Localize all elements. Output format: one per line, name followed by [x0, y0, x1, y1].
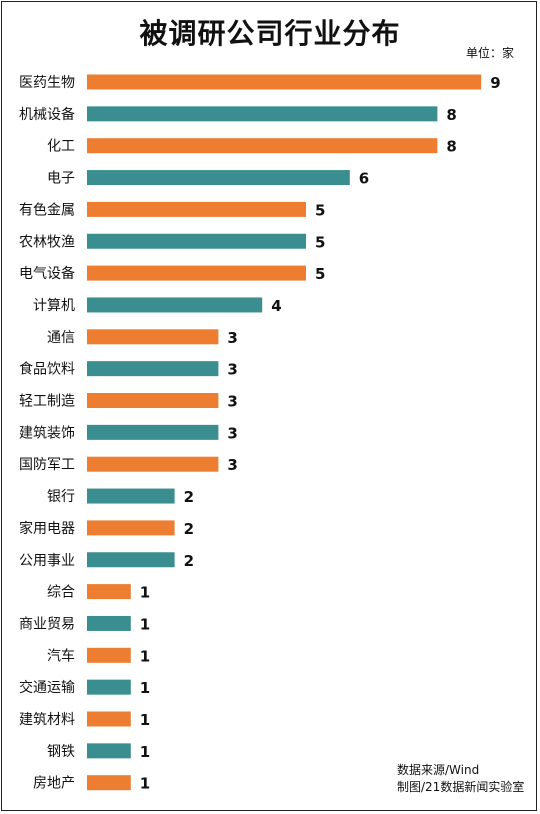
value-label: 5 [315, 265, 325, 283]
value-label: 3 [227, 361, 237, 379]
bar [87, 265, 306, 281]
bar [87, 74, 482, 90]
value-label: 6 [359, 170, 369, 188]
category-label: 建筑装饰 [19, 425, 75, 441]
value-label: 8 [446, 138, 456, 156]
category-label: 医药生物 [19, 75, 75, 91]
value-label: 2 [184, 552, 194, 570]
chart-footer: 数据来源/Wind 制图/21数据新闻实验室 [397, 762, 524, 796]
value-label: 3 [227, 424, 237, 442]
value-label: 3 [227, 456, 237, 474]
category-label: 商业贸易 [19, 616, 75, 632]
value-label: 9 [490, 74, 500, 92]
category-label: 钢铁 [47, 744, 75, 760]
category-label: 公用事业 [19, 553, 75, 569]
category-label: 电气设备 [19, 265, 75, 282]
value-label: 1 [140, 679, 150, 697]
category-label: 家用电器 [19, 520, 75, 537]
category-label: 计算机 [33, 298, 75, 314]
value-label: 2 [184, 488, 194, 506]
value-label: 5 [315, 233, 325, 251]
category-label: 国防军工 [19, 457, 75, 473]
bar [87, 615, 131, 631]
bar [87, 775, 131, 791]
category-label: 房地产 [33, 776, 75, 792]
bar [87, 361, 219, 377]
bar [87, 201, 306, 217]
bar [87, 424, 219, 440]
category-label: 化工 [47, 139, 75, 155]
value-label: 2 [184, 520, 194, 538]
value-label: 1 [140, 775, 150, 793]
category-label: 轻工制造 [19, 394, 75, 410]
category-label: 银行 [47, 489, 75, 505]
bar [87, 233, 306, 249]
bar [87, 106, 438, 122]
bar [87, 170, 350, 186]
bar [87, 711, 131, 727]
category-label: 食品饮料 [19, 361, 75, 378]
bar [87, 329, 219, 345]
unit-label: 单位：家 [465, 46, 514, 60]
category-label: 交通运输 [19, 679, 75, 696]
category-label: 电子 [47, 171, 75, 187]
value-label: 1 [140, 647, 150, 665]
value-label: 5 [315, 201, 325, 219]
bar [87, 647, 131, 663]
source-note: 数据来源/Wind [397, 763, 480, 777]
bar [87, 520, 175, 536]
category-label: 汽车 [47, 647, 75, 664]
value-label: 4 [271, 297, 281, 315]
bar [87, 456, 219, 472]
bar [87, 297, 263, 313]
value-label: 8 [446, 106, 456, 124]
bar [87, 138, 438, 154]
bar [87, 393, 219, 408]
value-label: 1 [140, 615, 150, 633]
category-label: 建筑材料 [19, 712, 75, 728]
category-label: 农林牧渔 [19, 234, 75, 250]
value-label: 1 [140, 584, 150, 602]
value-label: 3 [227, 329, 237, 347]
value-label: 3 [227, 393, 237, 411]
bar [87, 743, 131, 759]
category-label: 综合 [47, 585, 75, 601]
bar [87, 552, 175, 568]
category-label: 有色金属 [19, 201, 75, 218]
value-label: 1 [140, 743, 150, 761]
category-label: 通信 [47, 330, 75, 346]
bar [87, 488, 175, 504]
bar [87, 679, 131, 695]
chart-title: 被调研公司行业分布 [139, 17, 401, 50]
credit-note: 制图/21数据新闻实验室 [397, 780, 525, 794]
category-label: 机械设备 [19, 106, 75, 123]
value-label: 1 [140, 711, 150, 729]
bar [87, 584, 131, 600]
